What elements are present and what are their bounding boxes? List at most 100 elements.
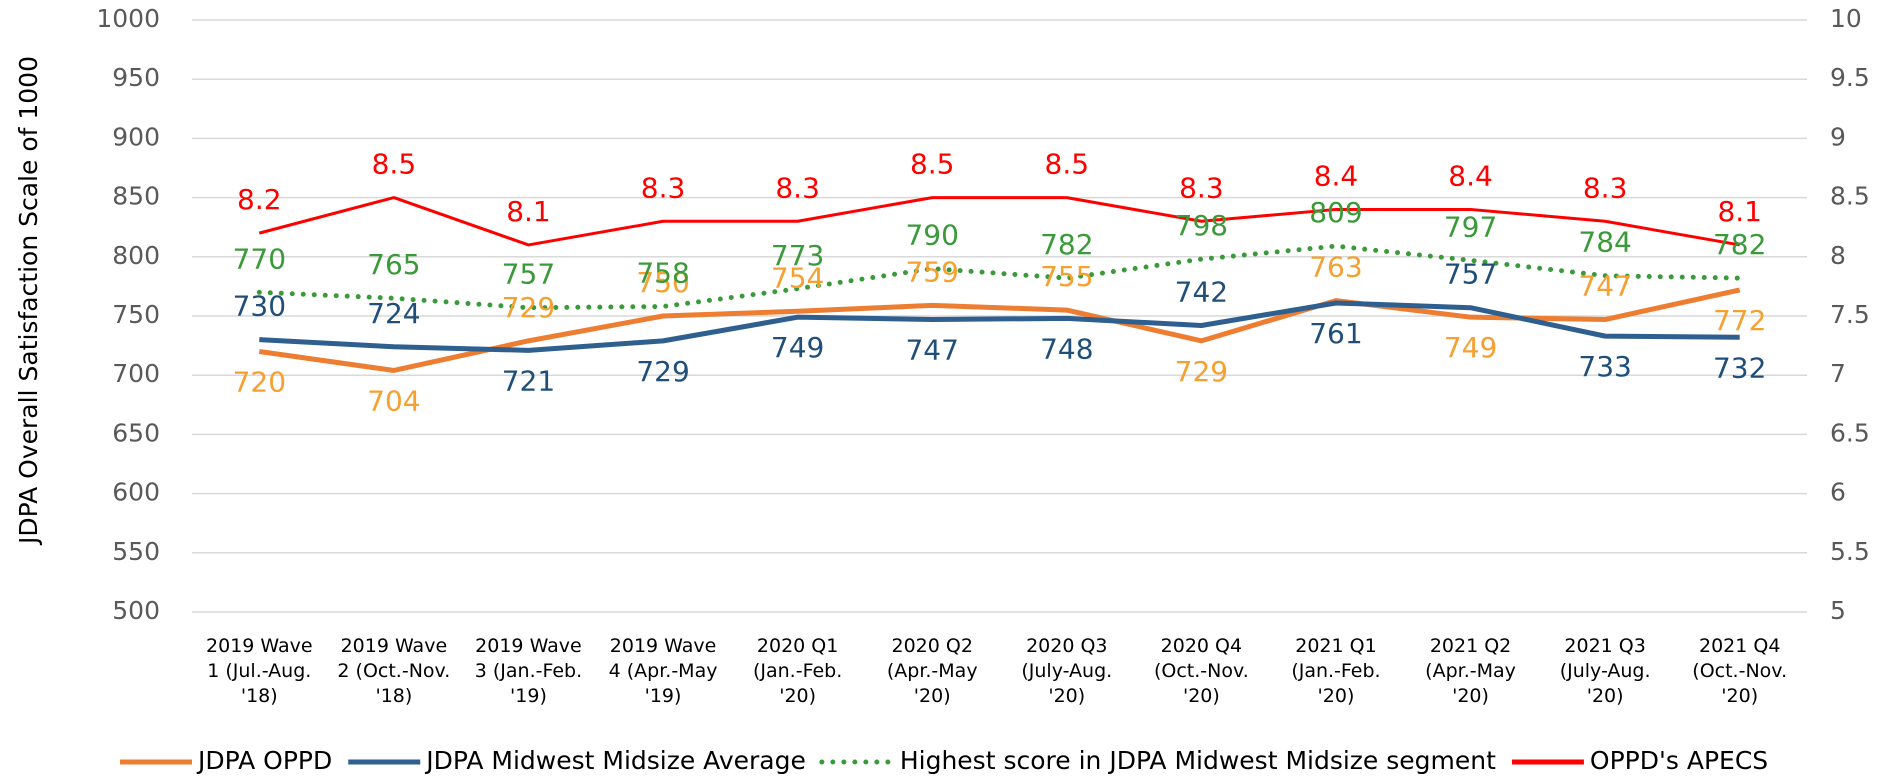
y-tick-label: 650 [112, 418, 160, 447]
x-tick-line: 2020 Q2 [891, 635, 972, 657]
x-tick-line: '20) [914, 685, 951, 707]
x-tick-line: (Oct.-Nov. [1154, 660, 1249, 682]
data-label: 8.5 [1045, 148, 1090, 181]
y-tick-label: 1000 [96, 4, 160, 33]
data-label: 8.5 [910, 148, 955, 181]
x-tick-label: 2019 Wave 1 (Jul.-Aug. '18) [206, 635, 313, 707]
x-tick-line: '18) [375, 685, 412, 707]
data-label: 8.5 [372, 148, 417, 181]
series-line [256, 243, 1743, 311]
data-label: 770 [233, 242, 286, 275]
x-tick-line: (Apr.-May [887, 660, 978, 682]
x-tick-line: 2019 Wave [206, 635, 313, 657]
data-label: 724 [367, 297, 420, 330]
data-label: 732 [1713, 351, 1766, 384]
data-label: 757 [1444, 258, 1497, 291]
x-tick-line: '20) [1721, 685, 1758, 707]
y2-tick-label: 6.5 [1830, 418, 1870, 447]
data-label: 8.3 [1179, 171, 1224, 204]
y-tick-label: 550 [112, 537, 160, 566]
data-label: 729 [502, 291, 555, 324]
data-label: 757 [502, 258, 555, 291]
data-label: 721 [502, 364, 555, 397]
y-tick-label: 900 [112, 122, 160, 151]
data-label: 729 [1175, 355, 1228, 388]
x-tick-line: (July-Aug. [1560, 660, 1651, 682]
y2-tick-label: 5 [1830, 596, 1846, 625]
y2-tick-label: 8.5 [1830, 182, 1870, 211]
data-label: 797 [1444, 210, 1497, 243]
legend-label: JDPA OPPD [196, 746, 332, 775]
x-tick-line: '20) [1048, 685, 1085, 707]
x-tick-line: 2021 Q1 [1295, 635, 1376, 657]
data-label: 8.3 [775, 171, 820, 204]
x-tick-line: 2020 Q1 [757, 635, 838, 657]
data-label: 747 [1578, 270, 1631, 303]
series-line [258, 287, 1741, 373]
data-label: 747 [905, 334, 958, 367]
x-tick-line: (Apr.-May [1425, 660, 1516, 682]
y2-tick-label: 9.5 [1830, 63, 1870, 92]
data-label: 790 [905, 219, 958, 252]
data-label: 720 [233, 366, 286, 399]
y2-tick-label: 10 [1830, 4, 1862, 33]
data-label: 759 [905, 255, 958, 288]
x-tick-line: (Jan.-Feb. [753, 660, 842, 682]
data-label: 782 [1713, 228, 1766, 261]
data-label: 704 [367, 384, 420, 417]
x-tick-line: 2021 Q4 [1699, 635, 1780, 657]
data-label: 8.4 [1314, 159, 1359, 192]
data-label: 798 [1175, 209, 1228, 242]
data-label: 749 [1444, 331, 1497, 364]
x-tick-line: '19) [645, 685, 682, 707]
y2-tick-label: 7.5 [1830, 300, 1870, 329]
x-tick-line: 2 (Oct.-Nov. [337, 660, 450, 682]
legend-label: OPPD's APECS [1590, 746, 1768, 775]
x-tick-label: 2021 Q3 (July-Aug. '20) [1560, 635, 1651, 707]
y-tick-label: 700 [112, 359, 160, 388]
x-tick-line: '20) [1183, 685, 1220, 707]
x-tick-line: 2020 Q4 [1161, 635, 1242, 657]
data-label: 8.4 [1448, 159, 1493, 192]
data-label: 8.3 [1583, 171, 1628, 204]
x-tick-line: 2019 Wave [475, 635, 582, 657]
x-tick-label: 2020 Q4 (Oct.-Nov. '20) [1154, 635, 1249, 707]
x-tick-line: '20) [1587, 685, 1624, 707]
data-label: 749 [771, 331, 824, 364]
data-label: 729 [636, 355, 689, 388]
series-line [259, 300, 1740, 353]
x-tick-line: '20) [1452, 685, 1489, 707]
x-tick-line: '18) [241, 685, 278, 707]
data-label: 8.1 [1717, 195, 1762, 228]
data-label: 755 [1040, 260, 1093, 293]
x-tick-line: 2019 Wave [610, 635, 717, 657]
x-tick-line: '20) [1318, 685, 1355, 707]
y2-tick-label: 9 [1830, 122, 1846, 151]
data-label: 758 [636, 257, 689, 290]
data-label: 763 [1309, 251, 1362, 284]
series-line [258, 196, 1740, 247]
y2-tick-label: 5.5 [1830, 537, 1870, 566]
x-tick-line: 2019 Wave [341, 635, 448, 657]
data-label: 742 [1175, 275, 1228, 308]
x-tick-label: 2021 Q1 (Jan.-Feb. '20) [1291, 635, 1380, 707]
data-label: 748 [1040, 332, 1093, 365]
x-tick-line: 1 (Jul.-Aug. [207, 660, 311, 682]
x-tick-line: 3 (Jan.-Feb. [475, 660, 582, 682]
y-tick-label: 750 [112, 300, 160, 329]
x-tick-label: 2020 Q2 (Apr.-May '20) [887, 635, 978, 707]
y-tick-label: 600 [112, 478, 160, 507]
x-tick-label: 2019 Wave 4 (Apr.-May '19) [609, 635, 718, 707]
data-label: 754 [771, 261, 824, 294]
x-tick-label: 2020 Q3 (July-Aug. '20) [1021, 635, 1112, 707]
x-tick-line: 2021 Q3 [1564, 635, 1645, 657]
x-tick-line: 2021 Q2 [1430, 635, 1511, 657]
data-label: 784 [1578, 226, 1631, 259]
y-tick-label: 850 [112, 182, 160, 211]
data-label: 773 [771, 239, 824, 272]
legend-label: Highest score in JDPA Midwest Midsize se… [900, 746, 1496, 775]
x-tick-label: 2021 Q2 (Apr.-May '20) [1425, 635, 1516, 707]
y2-tick-label: 6 [1830, 478, 1846, 507]
y2-tick-label: 7 [1830, 359, 1846, 388]
